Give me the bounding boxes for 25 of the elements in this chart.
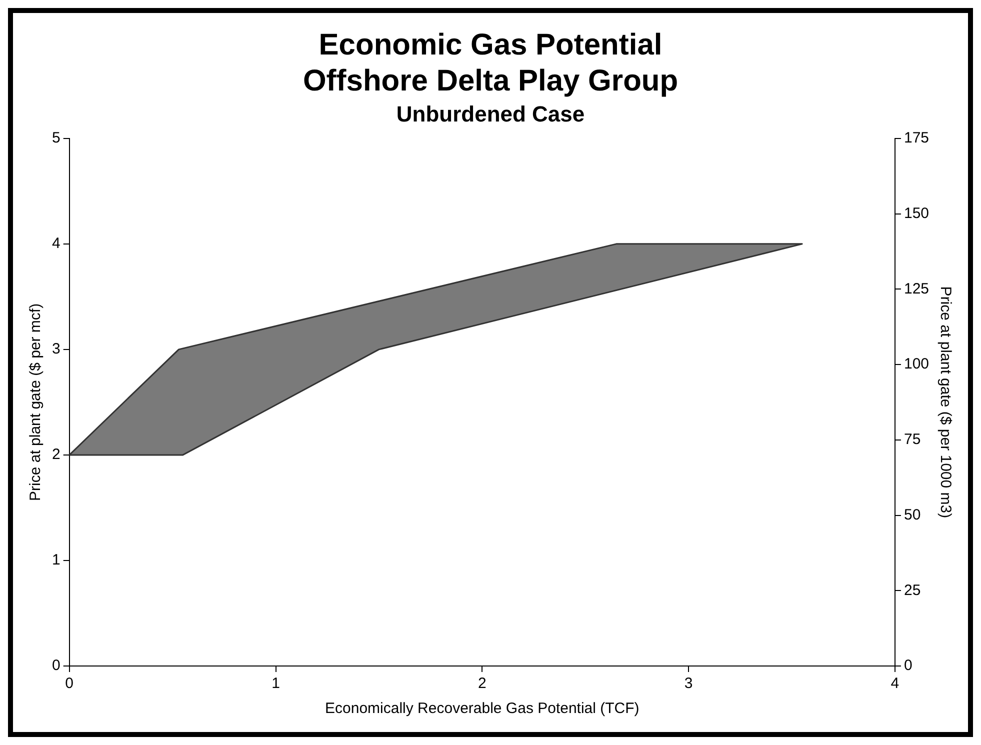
y2-tick-label: 100 bbox=[904, 356, 930, 373]
y2-tick-label: 150 bbox=[904, 204, 930, 222]
y2-tick-label: 50 bbox=[904, 506, 921, 524]
y-tick-label: 2 bbox=[52, 446, 60, 464]
x-tick-label: 1 bbox=[272, 675, 280, 692]
y-axis-title: Price at plant gate ($ per mcf) bbox=[27, 303, 44, 501]
text: Offshore Delta Play Group bbox=[302, 64, 678, 98]
x-tick-label: 0 bbox=[65, 675, 74, 692]
y2-tick-label: 175 bbox=[904, 130, 930, 147]
y-tick-label: 4 bbox=[52, 235, 60, 252]
y-tick-label: 1 bbox=[52, 552, 60, 569]
y-tick-label: 3 bbox=[52, 340, 60, 358]
y-tick-label: 0 bbox=[52, 657, 60, 674]
x-tick-label: 2 bbox=[478, 675, 486, 692]
x-tick-label: 4 bbox=[890, 675, 900, 692]
x-tick-label: 3 bbox=[684, 675, 693, 692]
y-tick-label: 5 bbox=[52, 130, 60, 147]
y2-tick-label: 125 bbox=[904, 280, 930, 298]
y2-axis-title: Price at plant gate ($ per 1000 m3) bbox=[936, 286, 954, 518]
chart-subtitle: Unburdened Case bbox=[396, 101, 585, 126]
x-axis-title: Economically Recoverable Gas Potential (TCF) bbox=[325, 700, 640, 718]
y2-tick-label: 75 bbox=[904, 431, 921, 448]
y2-tick-label: 25 bbox=[904, 582, 921, 599]
y2-tick-label: 0 bbox=[904, 657, 912, 674]
text: Economic Gas Potential bbox=[318, 28, 662, 62]
